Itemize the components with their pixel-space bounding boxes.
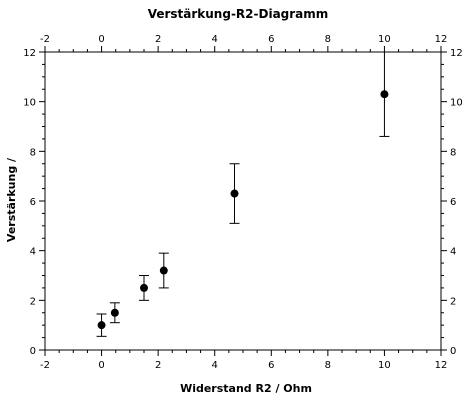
x-tick-label-top: 4 xyxy=(212,34,218,45)
y-tick-label-right: 2 xyxy=(450,296,456,307)
y-tick-label-right: 4 xyxy=(450,247,456,258)
x-tick-label-bottom: 10 xyxy=(378,360,391,371)
x-tick-label-top: 8 xyxy=(325,34,331,45)
x-tick-label-bottom: -2 xyxy=(40,360,50,371)
ticks xyxy=(39,46,447,356)
data-point xyxy=(97,321,106,330)
x-tick-label-bottom: 4 xyxy=(212,360,218,371)
x-axis-title: Widerstand R2 / Ohm xyxy=(180,382,312,395)
y-tick-label-left: 12 xyxy=(23,48,36,59)
data-point xyxy=(159,266,168,275)
x-tick-label-top: 6 xyxy=(268,34,274,45)
y-tick-label-right: 0 xyxy=(450,346,456,357)
chart-title: Verstärkung-R2-Diagramm xyxy=(148,7,329,21)
y-tick-label-left: 2 xyxy=(30,296,36,307)
x-tick-label-top: -2 xyxy=(40,34,50,45)
x-tick-label-top: 10 xyxy=(378,34,391,45)
y-tick-label-left: 8 xyxy=(30,147,36,158)
data-series xyxy=(96,51,390,337)
x-tick-label-top: 2 xyxy=(155,34,161,45)
y-tick-label-left: 6 xyxy=(30,197,36,208)
x-tick-label-bottom: 8 xyxy=(325,360,331,371)
x-tick-label-bottom: 2 xyxy=(155,360,161,371)
x-tick-label-bottom: 0 xyxy=(98,360,104,371)
y-tick-label-right: 8 xyxy=(450,147,456,158)
x-tick-label-bottom: 6 xyxy=(268,360,274,371)
x-tick-label-top: 12 xyxy=(435,34,448,45)
y-tick-label-left: 10 xyxy=(23,98,36,109)
y-tick-label-left: 0 xyxy=(30,346,36,357)
x-tick-label-top: 0 xyxy=(98,34,104,45)
y-tick-label-right: 10 xyxy=(450,98,463,109)
y-tick-label-right: 6 xyxy=(450,197,456,208)
y-tick-label-left: 4 xyxy=(30,247,36,258)
y-tick-label-right: 12 xyxy=(450,48,463,59)
x-tick-label-bottom: 12 xyxy=(435,360,448,371)
y-axis-title: Verstärkung / xyxy=(5,157,18,242)
data-point xyxy=(380,90,389,99)
data-point xyxy=(140,283,148,292)
data-point xyxy=(230,189,239,198)
data-point xyxy=(110,308,119,317)
